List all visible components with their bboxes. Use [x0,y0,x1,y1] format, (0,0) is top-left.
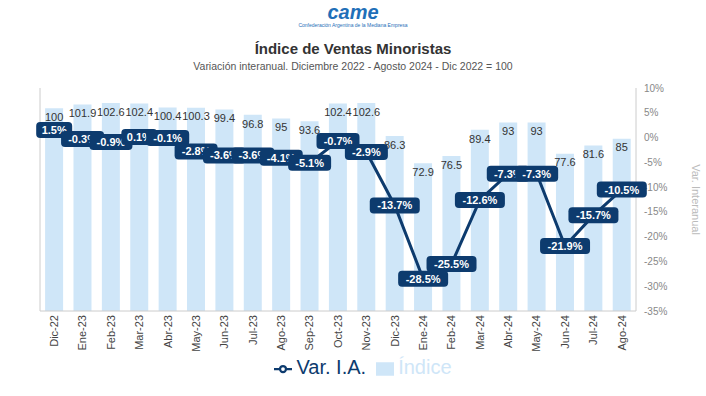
svg-text:95: 95 [275,121,287,133]
svg-text:85: 85 [616,141,628,153]
svg-text:Ago-24: Ago-24 [616,315,628,350]
svg-text:-13.7%: -13.7% [377,199,412,211]
html-text:-2.8%-3.6% -3.6%-4.1%: -2.8%-3.6% -3.6%-4.1% [181,145,296,164]
svg-text:-35%: -35% [644,306,667,317]
svg-text:93.6: 93.6 [299,124,320,136]
svg-text:-12.6%: -12.6% [462,194,497,206]
svg-text:-30%: -30% [644,281,667,292]
svg-text:Nov-23: Nov-23 [360,315,372,350]
svg-text:May-24: May-24 [530,315,542,352]
svg-text:0.1%: 0.1% [126,131,152,144]
svg-text:Jul-24: Jul-24 [587,315,599,345]
svg-text:-28.5%: -28.5% [406,273,441,285]
svg-text:77.6: 77.6 [554,156,575,168]
svg-text:102.6: 102.6 [97,106,125,118]
html-text:Índice de Ventas Minoristas: Índice de Ventas Minoristas [254,40,452,57]
svg-text:-0.7%: -0.7% [323,135,353,147]
svg-text:93: 93 [502,125,514,137]
svg-text:-15%: -15% [644,206,667,217]
svg-text:Ene-24: Ene-24 [417,315,429,350]
html-text:came: came [327,1,379,23]
svg-text:102.4: 102.4 [324,106,352,118]
svg-text:100.4: 100.4 [154,110,182,122]
svg-text:Oct-23: Oct-23 [332,315,344,348]
svg-text:-7.3%: -7.3% [493,167,523,180]
svg-text:-0.1%: -0.1% [153,132,182,144]
svg-text:99.4: 99.4 [214,112,235,124]
svg-text:-5%: -5% [644,157,662,168]
svg-text:-25.5%: -25.5% [434,258,469,270]
svg-text:1.5%: 1.5% [41,124,67,137]
svg-text:102.6: 102.6 [353,106,381,118]
svg-text:101.9: 101.9 [69,107,97,119]
svg-text:Dic-23: Dic-23 [389,315,401,347]
svg-text:Abr-24: Abr-24 [502,315,514,348]
svg-text:-20%: -20% [644,231,667,242]
svg-text:May-23: May-23 [190,315,202,352]
svg-text:Var. Interanual: Var. Interanual [690,164,702,235]
html-text:Índice: Índice [398,356,452,378]
svg-text:96.8: 96.8 [242,118,263,130]
svg-text:-15.7%: -15.7% [576,209,611,221]
svg-text:Abr-23: Abr-23 [162,315,174,348]
svg-text:76.5: 76.5 [441,159,462,171]
svg-text:5%: 5% [644,107,659,118]
html-text:Var. I.A.: Var. I.A. [296,356,367,378]
svg-text:Ene-23: Ene-23 [76,315,88,350]
svg-text:-21.9%: -21.9% [548,240,583,252]
svg-text:0%: 0% [644,132,659,143]
svg-text:-5.1%: -5.1% [295,157,324,169]
svg-text:102.4: 102.4 [125,106,153,118]
svg-text:Feb-24: Feb-24 [445,315,457,350]
svg-text:Mar-23: Mar-23 [133,315,145,350]
html-text:Variación interanual. Diciembr: Variación interanual. Diciembre 2022 - A… [193,60,513,72]
svg-text:100.3: 100.3 [182,110,210,122]
svg-text:86.3: 86.3 [384,138,406,151]
svg-text:Sep-23: Sep-23 [303,315,315,350]
svg-text:Dic-22: Dic-22 [48,315,60,347]
svg-text:-25%: -25% [644,256,667,267]
svg-text:72.9: 72.9 [412,166,433,178]
svg-text:-2.9%: -2.9% [352,146,381,158]
svg-text:Ago-23: Ago-23 [275,315,287,350]
html-text:Confederación Argentina de la: Confederación Argentina de la Mediana Em… [298,22,408,28]
svg-text:-0.3%: -0.3% [68,133,97,145]
svg-text:-10.5%: -10.5% [604,184,639,196]
svg-text:-10%: -10% [644,182,667,193]
svg-text:Jul-23: Jul-23 [247,315,259,345]
svg-text:Mar-24: Mar-24 [474,315,486,350]
svg-text:-0.9%: -0.9% [97,136,126,148]
svg-text:Feb-23: Feb-23 [105,315,117,350]
svg-text:Jun-23: Jun-23 [218,315,230,349]
svg-text:-7.3%: -7.3% [522,168,551,180]
svg-text:10%: 10% [644,83,664,94]
svg-text:Jun-24: Jun-24 [559,315,571,349]
svg-text:100: 100 [45,111,63,123]
svg-text:89.4: 89.4 [469,133,490,145]
svg-text:81.6: 81.6 [583,148,604,160]
svg-text:93: 93 [530,125,542,137]
